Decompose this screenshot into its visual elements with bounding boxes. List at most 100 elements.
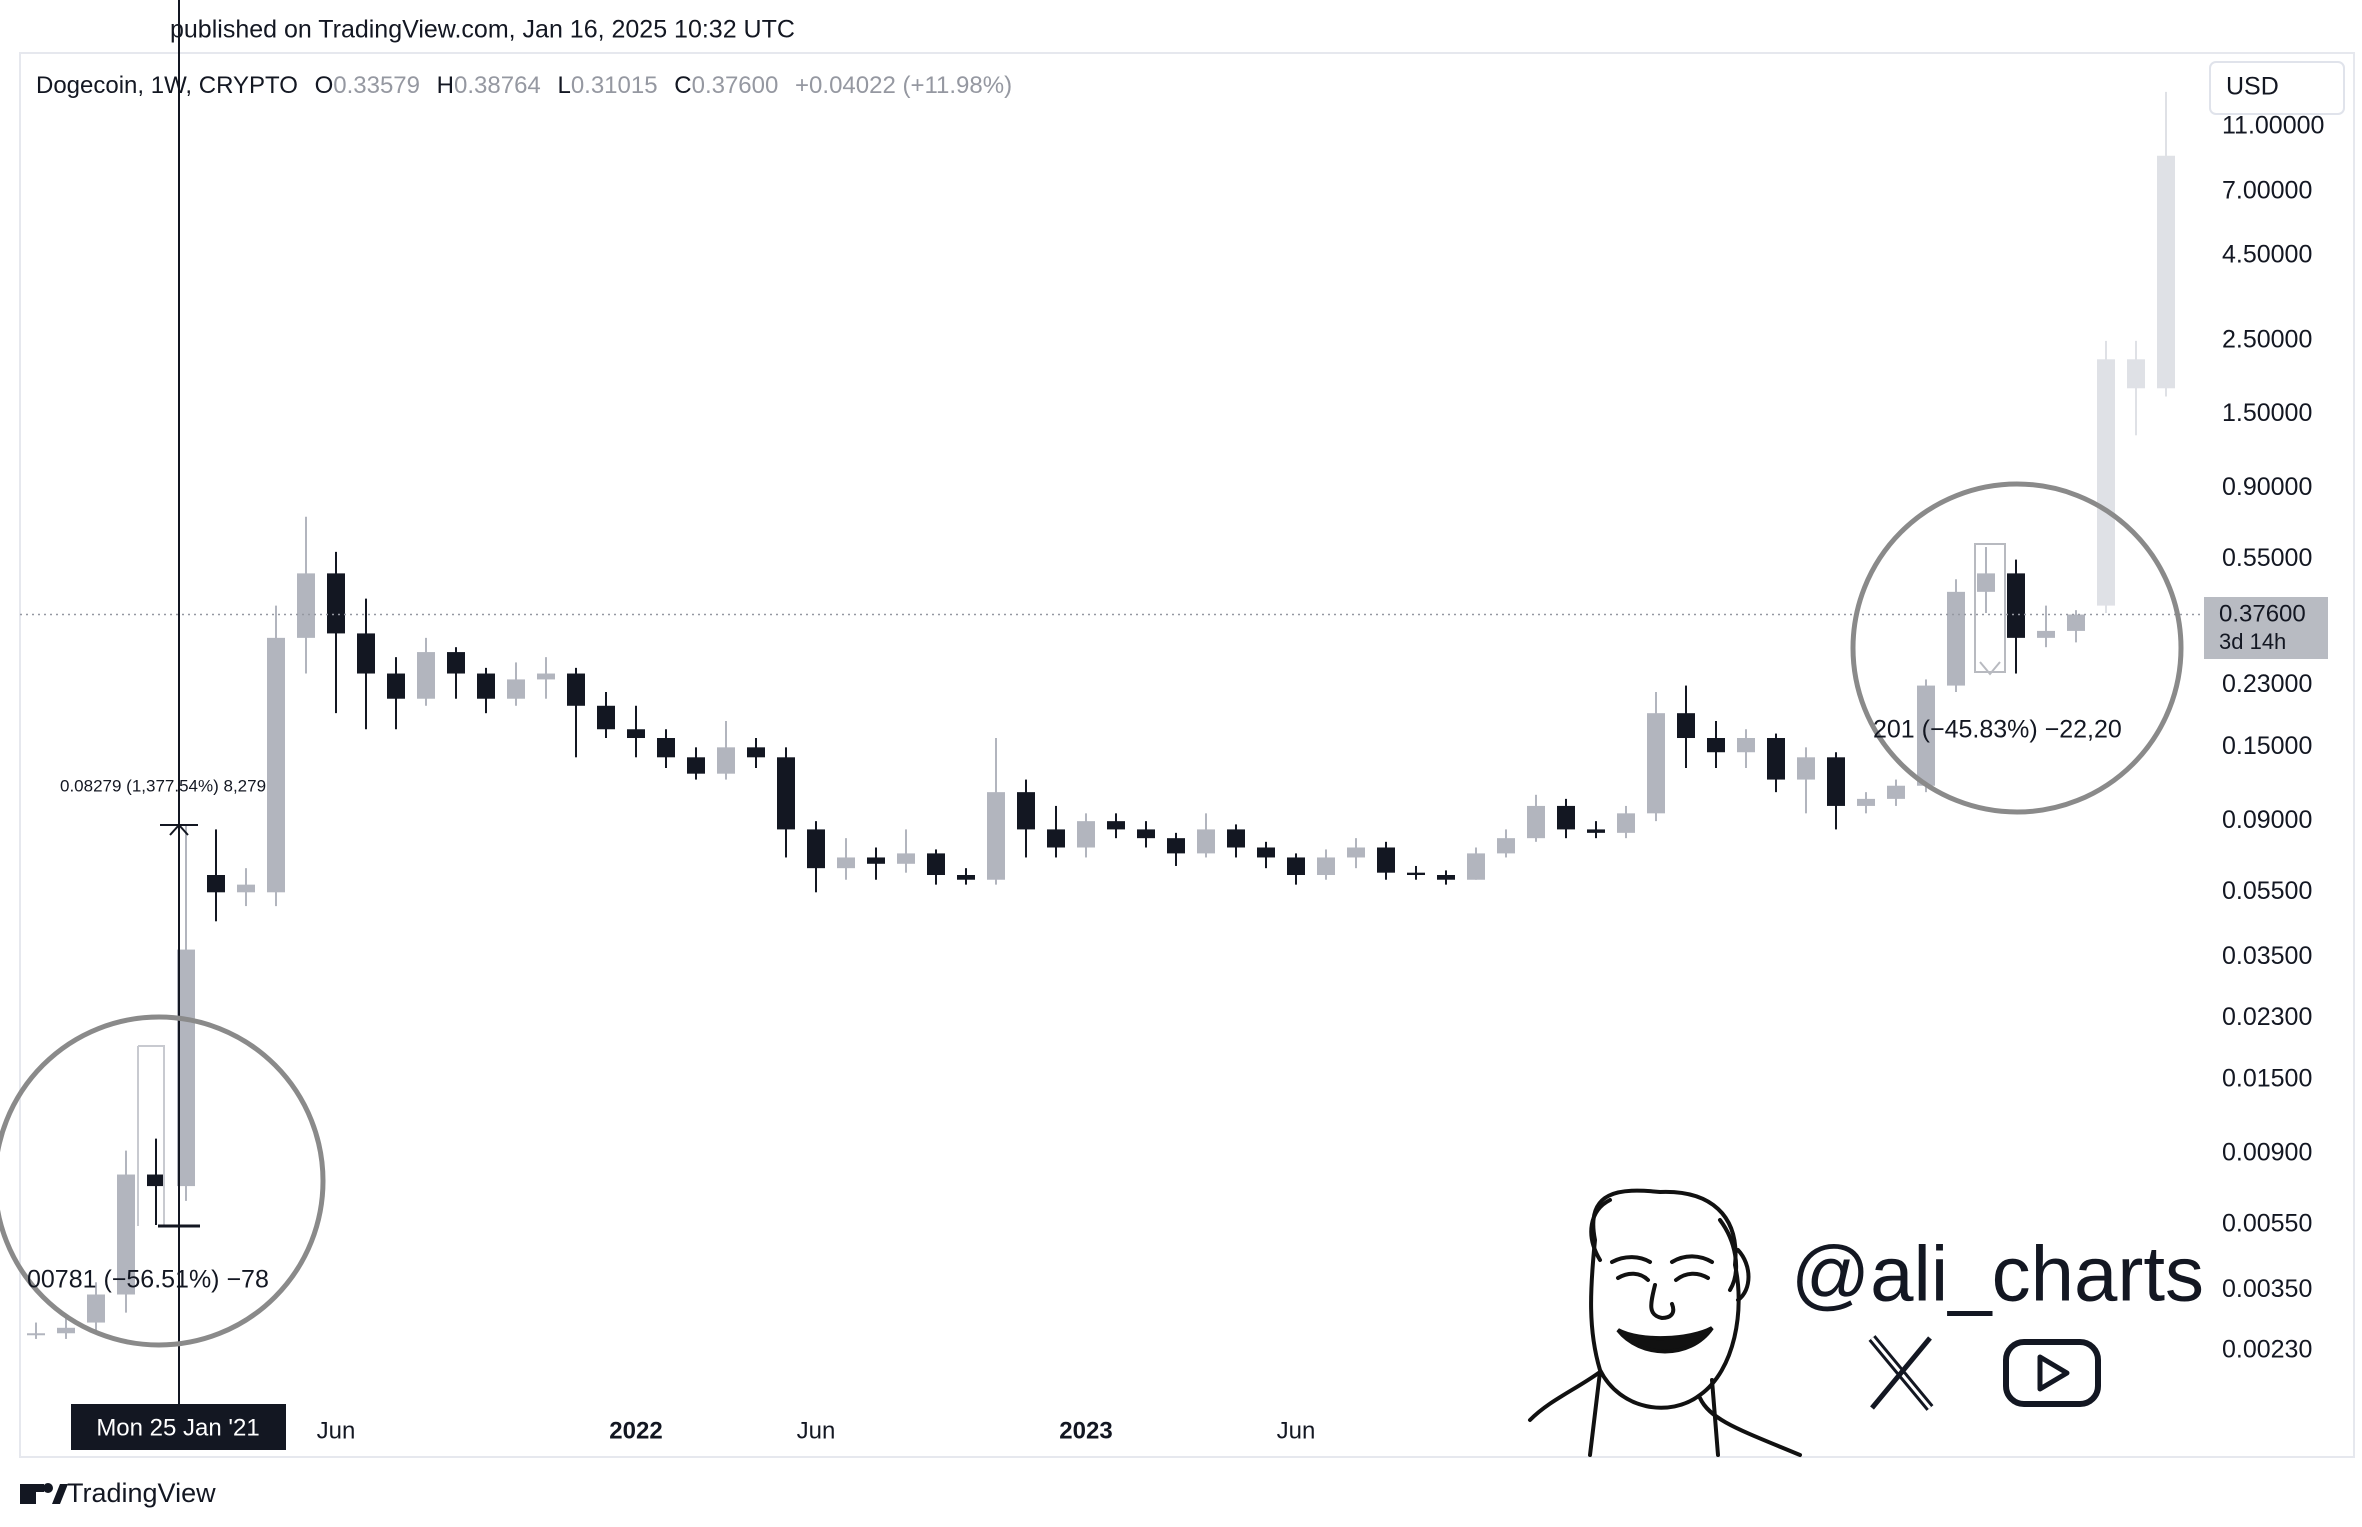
- candle-body: [1317, 857, 1335, 875]
- candle-body: [297, 573, 315, 638]
- candle-body: [657, 738, 675, 758]
- x-tick-label: Jun: [317, 1417, 356, 1444]
- candle-body: [627, 729, 645, 739]
- measure-label: 00781 (−56.51%) −78: [27, 1266, 269, 1294]
- currency-button[interactable]: [2209, 61, 2345, 115]
- y-tick-label: 0.15000: [2222, 732, 2312, 760]
- y-tick-label: 2.50000: [2222, 325, 2312, 353]
- candle-body: [2157, 155, 2175, 389]
- candle-body: [1587, 829, 1605, 833]
- candle-body: [507, 679, 525, 699]
- candle-body: [447, 652, 465, 674]
- youtube-logo: [2003, 1339, 2101, 1407]
- candle-body: [2127, 359, 2145, 389]
- candle-body: [837, 857, 855, 869]
- candle-body: [1857, 798, 1875, 806]
- candle-body: [1377, 847, 1395, 873]
- x-tick-label: Jun: [1277, 1417, 1316, 1444]
- candle-body: [147, 1174, 165, 1187]
- candle-body: [1077, 821, 1095, 848]
- candle-body: [1107, 821, 1125, 830]
- plot-area: [20, 91, 2203, 1339]
- candle-body: [387, 673, 405, 699]
- candle-body: [717, 747, 735, 774]
- candle-body: [207, 874, 225, 893]
- candle-body: [747, 747, 765, 758]
- change: +0.04022 (+11.98%): [795, 72, 1012, 99]
- candle-body: [1737, 738, 1755, 753]
- crosshair-date: Mon 25 Jan '21: [96, 1414, 259, 1441]
- y-tick-label: 0.00900: [2222, 1138, 2312, 1166]
- candle-body: [1767, 738, 1785, 780]
- candle-body: [1347, 847, 1365, 858]
- y-tick-label: 0.03500: [2222, 942, 2312, 970]
- y-tick-label: 0.00550: [2222, 1210, 2312, 1238]
- candle-body: [1527, 805, 1545, 839]
- candle-body: [477, 673, 495, 699]
- candle-body: [357, 633, 375, 674]
- crosshair-date-box: [71, 1404, 286, 1450]
- candle-body: [1197, 829, 1215, 854]
- measure-label: 0.08279 (1,377.54%) 8,279: [60, 776, 266, 795]
- candle-body: [597, 705, 615, 730]
- price-label: 0.37600: [2219, 600, 2306, 627]
- candle-body: [2067, 614, 2085, 631]
- highlight-circle: [1850, 481, 2184, 815]
- price-label-box: [2204, 597, 2328, 659]
- candle-body: [1887, 785, 1905, 799]
- candle-body: [1557, 805, 1575, 830]
- candle-body: [1257, 847, 1275, 858]
- ohlc-key: C: [674, 72, 691, 99]
- measure-arrow: [1979, 661, 2001, 676]
- y-tick-label: 1.50000: [2222, 399, 2312, 427]
- candle-body: [177, 949, 195, 1187]
- candle-body: [1227, 829, 1245, 848]
- candle-body: [2097, 359, 2115, 606]
- candle-body: [897, 853, 915, 864]
- candle-body: [57, 1327, 75, 1334]
- x-tick-label: Jun: [797, 1417, 836, 1444]
- symbol-header: Dogecoin, 1W, CRYPTO O0.33579 H0.38764 L…: [36, 72, 1012, 99]
- candle-body: [1467, 853, 1485, 880]
- candle-body: [1137, 829, 1155, 839]
- y-tick-label: 0.23000: [2222, 670, 2312, 698]
- candle-body: [1287, 857, 1305, 875]
- candle-body: [777, 757, 795, 830]
- y-tick-label: 0.05500: [2222, 877, 2312, 905]
- candle-body: [117, 1174, 135, 1295]
- candle-body: [267, 637, 285, 893]
- countdown: 3d 14h: [2219, 629, 2286, 654]
- candle-body: [2037, 630, 2055, 638]
- y-tick-label: 0.00350: [2222, 1275, 2312, 1303]
- y-tick-label: 0.90000: [2222, 473, 2312, 501]
- x-logo: [1868, 1335, 1934, 1411]
- y-tick-label: 11.00000: [2222, 111, 2324, 139]
- tradingview-logo: [20, 1483, 68, 1504]
- published-note: published on TradingView.com, Jan 16, 20…: [170, 16, 795, 44]
- y-tick-label: 0.55000: [2222, 544, 2312, 572]
- ohlc-value: 0.37600: [692, 72, 779, 99]
- candle-body: [1677, 713, 1695, 739]
- y-tick-label: 0.00230: [2222, 1336, 2312, 1364]
- measure-box: [1974, 543, 2006, 673]
- candle-body: [1797, 757, 1815, 780]
- candle-body: [537, 673, 555, 680]
- y-tick-label: 7.00000: [2222, 177, 2312, 205]
- avatar: [1528, 1188, 1802, 1457]
- candle-body: [1827, 757, 1845, 806]
- candle-body: [2007, 573, 2025, 638]
- ohlc-value: 0.33579: [333, 72, 420, 99]
- ohlc-key: O: [315, 72, 334, 99]
- candle-body: [1947, 591, 1965, 686]
- y-tick-label: 0.02300: [2222, 1003, 2312, 1031]
- highlight-circle: [0, 1014, 326, 1348]
- candle-body: [1917, 685, 1935, 786]
- ohlc-key: H: [437, 72, 454, 99]
- measure-label: 201 (−45.83%) −22,20: [1873, 716, 2122, 744]
- currency: USD: [2226, 73, 2279, 101]
- candle-body: [807, 829, 825, 869]
- y-tick-label: 0.09000: [2222, 806, 2312, 834]
- candle-body: [687, 757, 705, 774]
